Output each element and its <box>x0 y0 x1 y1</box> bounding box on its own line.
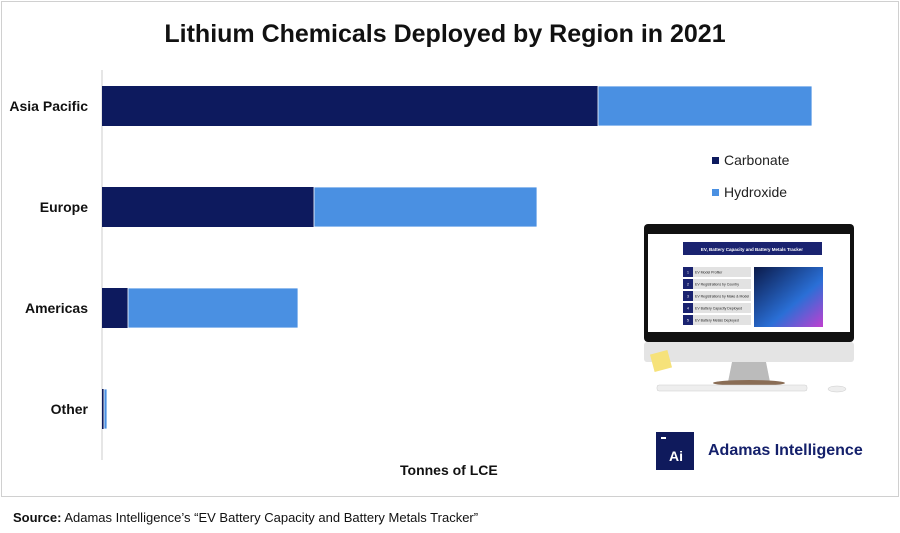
svg-text:4: 4 <box>687 307 689 311</box>
screen-menu-item: EV Model Profiler <box>695 271 723 275</box>
screen-menu-item: EV Battery Capacity Deployed <box>695 307 742 311</box>
bar-carbonate-other <box>102 389 104 429</box>
adamas-logo: Ai Adamas Intelligence <box>656 432 863 470</box>
legend-item-carbonate: Carbonate <box>712 152 789 168</box>
category-label: Other <box>51 401 89 417</box>
source-label: Source: <box>13 510 62 525</box>
bar-hydroxide-asia-pacific <box>597 85 813 127</box>
legend-swatch <box>712 189 719 196</box>
company-name: Adamas Intelligence <box>708 442 863 459</box>
source-note: Source: Adamas Intelligence’s “EV Batter… <box>13 510 478 525</box>
legend-item-hydroxide: Hydroxide <box>712 184 787 200</box>
bar-carbonate-europe <box>102 187 314 227</box>
screen-menu-item: EV Battery Metals Deployed <box>695 319 739 323</box>
chart-title: Lithium Chemicals Deployed by Region in … <box>164 20 726 48</box>
bar-hydroxide-other <box>103 388 108 430</box>
screen-menu-item: EV Registrations by Country <box>695 283 739 287</box>
screen-menu-item: EV Registrations by Make & Model <box>695 295 749 299</box>
bar-chart: Asia Pacific Europe Americas Other <box>9 70 813 460</box>
tracker-product-image: EV, Battery Capacity and Battery Metals … <box>644 224 854 393</box>
bar-carbonate-asia-pacific <box>102 86 598 126</box>
source-text: Adamas Intelligence’s “EV Battery Capaci… <box>64 510 479 525</box>
category-label: Europe <box>40 199 88 215</box>
category-label: Americas <box>25 300 88 316</box>
legend-swatch <box>712 157 719 164</box>
ai-logo-mark: Ai <box>656 432 694 470</box>
bar-hydroxide-europe <box>313 186 538 228</box>
svg-text:5: 5 <box>687 319 689 323</box>
svg-text:2: 2 <box>687 283 689 287</box>
x-axis-label: Tonnes of LCE <box>400 462 498 478</box>
svg-text:1: 1 <box>687 271 689 275</box>
category-label: Asia Pacific <box>9 98 88 114</box>
chart-frame <box>1 1 899 497</box>
screen-title: EV, Battery Capacity and Battery Metals … <box>701 247 803 252</box>
svg-text:3: 3 <box>687 295 689 299</box>
legend-label: Hydroxide <box>724 184 788 200</box>
bar-carbonate-americas <box>102 288 128 328</box>
legend-label: Carbonate <box>724 152 790 168</box>
bar-hydroxide-americas <box>127 287 299 329</box>
